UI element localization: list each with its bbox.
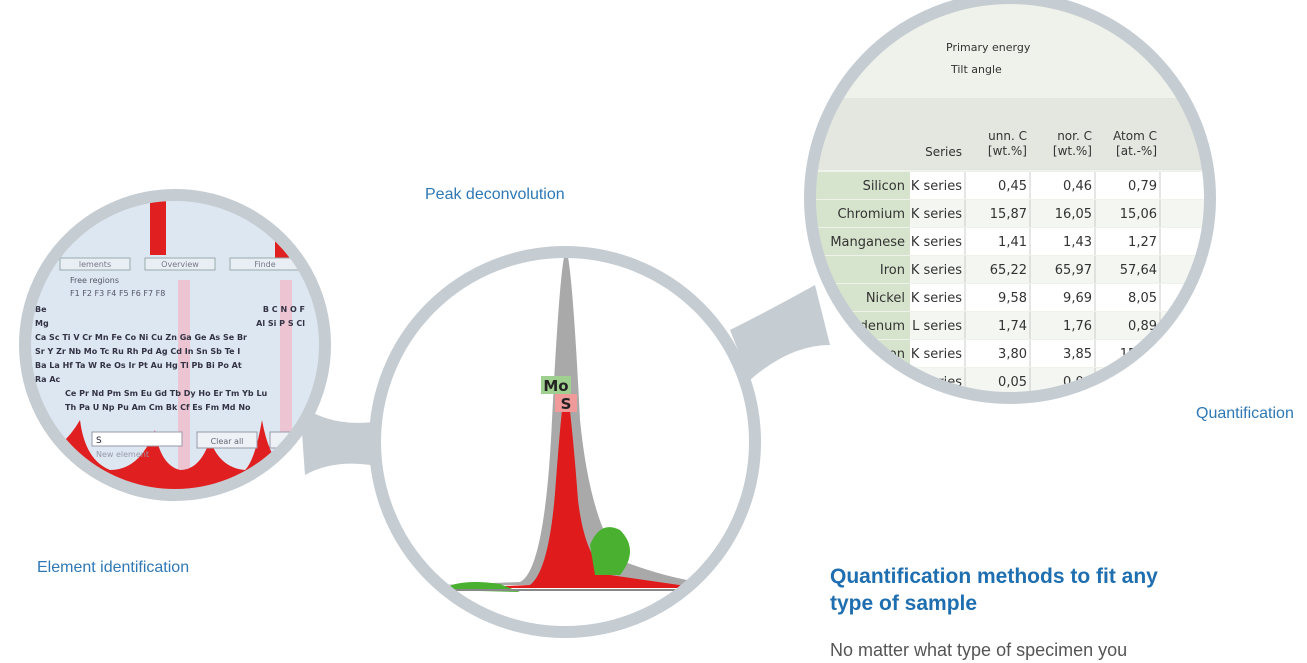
table-cell: 1,41 <box>998 235 1027 250</box>
table-cell: K series <box>911 291 962 306</box>
table-cell: L series <box>912 319 962 334</box>
table-cell: Chromium <box>837 207 905 222</box>
heading: Quantification methods to fit any type o… <box>830 565 1158 615</box>
connector <box>730 285 830 380</box>
table-cell: 65,22 <box>990 263 1027 278</box>
column-header: nor. C <box>1057 129 1092 143</box>
meta-label: Tilt angle <box>950 63 1002 76</box>
input-box <box>91 431 183 447</box>
table-cell: 3,80 <box>998 347 1027 362</box>
element-row: Ra Ac <box>35 375 61 384</box>
tab <box>59 257 131 271</box>
tab <box>144 257 216 271</box>
caption: Quantification <box>1196 405 1294 422</box>
column-header: unn. C <box>988 129 1027 143</box>
panel-label: New element <box>96 450 149 459</box>
name-cell <box>810 396 910 423</box>
column-header: [wt.%] <box>1053 144 1092 158</box>
peak-lens: MoS <box>380 257 750 627</box>
name-cell <box>814 368 910 394</box>
caption: Peak deconvolution <box>425 186 565 203</box>
body-text: No matter what type of specimen you <box>830 640 1128 660</box>
element-row: Mg <box>35 319 49 328</box>
element-row: Th Pa U Np Pu Am Cm Bk Cf Es Fm Md No <box>65 403 251 412</box>
header-bg <box>814 98 1206 170</box>
table-cell: 0,79 <box>1128 179 1157 194</box>
peak-label: Mo <box>543 377 568 395</box>
table-cell: 0,5 <box>1136 403 1157 418</box>
table-cell: 0,05 <box>998 375 1027 390</box>
table-cell: 57,64 <box>1120 263 1157 278</box>
table-cell: 1,76 <box>1063 319 1092 334</box>
name-cell <box>814 228 910 255</box>
panel-label: F1 F2 F3 F4 F5 F6 F7 F8 <box>70 289 165 298</box>
element-row: Ca Sc Ti V Cr Mn Fe Co Ni Cu Zn Ga Ge As… <box>35 333 247 342</box>
table-cell: 3,85 <box>1063 347 1092 362</box>
tab-label: Finde <box>254 260 275 269</box>
table-cell: 15,87 <box>990 207 1027 222</box>
tab-label: Overview <box>161 260 199 269</box>
name-cell <box>814 200 910 227</box>
table-cell: K series <box>911 207 962 222</box>
element-row: Sr Y Zr Nb Mo Tc Ru Rh Pd Ag Cd In Sn Sb… <box>35 347 240 356</box>
tab-label: lements <box>79 260 111 269</box>
table-cell: Silicon <box>863 179 905 194</box>
button[interactable] <box>196 431 258 449</box>
table-cell: K series <box>911 347 962 362</box>
table-cell: Manganese <box>830 235 905 250</box>
table-cell: 0,89 <box>1128 319 1157 334</box>
table-cell: Nickel <box>866 291 905 306</box>
element-row: Al Si P S Cl <box>256 319 305 328</box>
column-header: [wt.%] <box>988 144 1027 158</box>
element-row: B C N O F <box>263 305 305 314</box>
meta-label: Primary energy <box>946 41 1031 54</box>
table-cell: pper <box>875 403 906 418</box>
column-header: [at.-%] <box>1116 144 1157 158</box>
table-cell: 1,43 <box>1063 235 1092 250</box>
button-label: Clear all <box>211 437 244 446</box>
table-cell: 8,05 <box>1128 291 1157 306</box>
table-cell: 16,05 <box>1055 207 1092 222</box>
element-row: Be <box>35 305 47 314</box>
table-cell: K series <box>911 403 962 418</box>
total-cell: 98,87 <box>983 432 1027 448</box>
table-cell: K series <box>911 179 962 194</box>
input-value: S <box>96 436 102 446</box>
table-cell: Iron <box>880 263 905 278</box>
element-row: Ce Pr Nd Pm Sm Eu Gd Tb Dy Ho Er Tm Yb L… <box>65 389 268 398</box>
column-header: Series <box>925 145 962 159</box>
name-cell <box>814 172 910 199</box>
table-cell: 0,45 <box>998 179 1027 194</box>
table-cell: Sulfur <box>867 375 906 390</box>
peak-label: S <box>561 395 572 413</box>
table-cell: 0,08 <box>1128 375 1157 390</box>
table-cell: K series <box>911 263 962 278</box>
table-cell: 9,58 <box>998 291 1027 306</box>
table-cell: 1,74 <box>998 319 1027 334</box>
total-bg <box>810 424 1210 454</box>
table-cell: 65,97 <box>1055 263 1092 278</box>
table-cell: 1,27 <box>1128 235 1157 250</box>
table-cell: 0,46 <box>1063 179 1092 194</box>
column-header: Atom C <box>1113 129 1157 143</box>
caption: Element identification <box>37 559 190 576</box>
table-cell: 0,76 <box>1063 403 1092 418</box>
panel-label: Free regions <box>70 276 119 285</box>
table-cell: K series <box>911 235 962 250</box>
total-cell: Total <box>924 432 962 448</box>
table-cell: 0,75 <box>998 403 1027 418</box>
lens-ring <box>804 0 1216 404</box>
table-cell: 9,69 <box>1063 291 1092 306</box>
lens-ring <box>19 189 331 501</box>
table-cell: 15,06 <box>1120 207 1157 222</box>
lens-ring <box>369 246 761 638</box>
total-cell: 100,00 <box>1038 432 1092 448</box>
element-row: Ba La Hf Ta W Re Os Ir Pt Au Hg Tl Pb Bi… <box>35 361 242 370</box>
